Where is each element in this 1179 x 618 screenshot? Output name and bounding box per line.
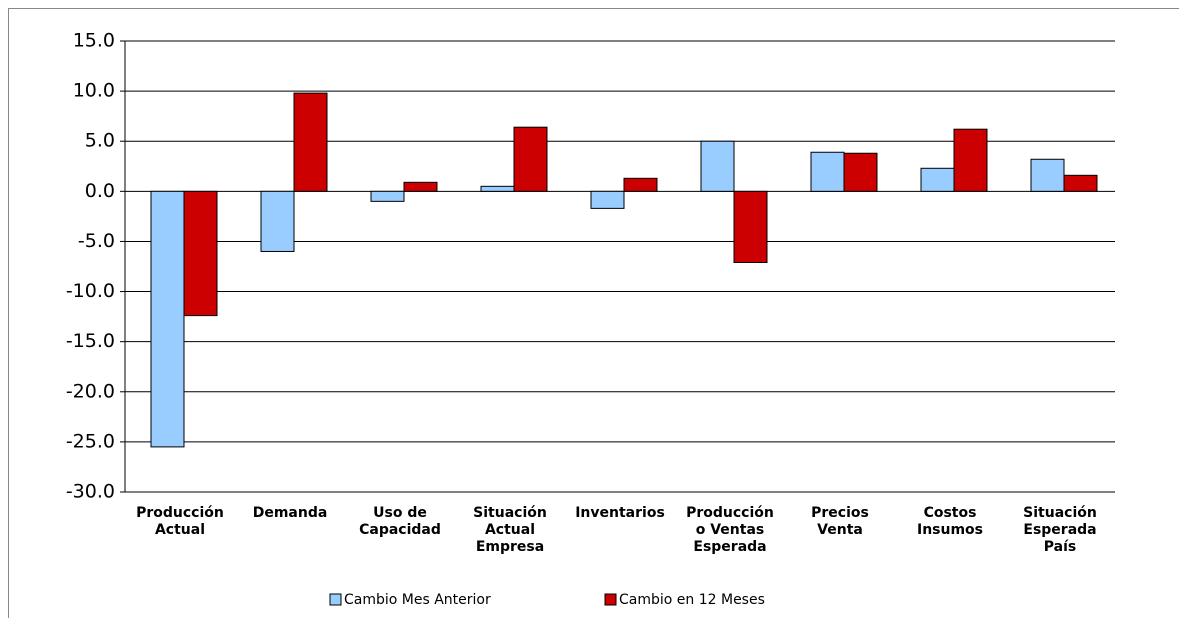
bar: [590, 190, 625, 209]
bar: [733, 190, 768, 263]
bar: [810, 151, 845, 192]
bar: [370, 190, 405, 202]
bar: [403, 181, 438, 192]
y-tick-label: -5.0: [78, 230, 115, 252]
x-tick-label: Demanda: [252, 505, 328, 521]
legend-swatch: [604, 593, 617, 606]
bar: [183, 190, 218, 317]
y-tick-label: 10.0: [73, 80, 115, 102]
x-tick-label: Uso de Capacidad: [359, 505, 441, 538]
bar: [260, 190, 295, 252]
bar: [843, 152, 878, 192]
bar: [920, 167, 955, 192]
bar: [623, 177, 658, 192]
bar: [1030, 158, 1065, 192]
bar: [480, 185, 515, 192]
legend-label: Cambio en 12 Meses: [619, 592, 765, 608]
x-tick-label: Precios Venta: [811, 505, 869, 538]
bar: [953, 128, 988, 192]
legend-label: Cambio Mes Anterior: [344, 592, 491, 608]
chart-frame: [8, 8, 1179, 618]
bar: [150, 190, 185, 448]
legend-swatch: [329, 593, 342, 606]
y-tick-label: -10.0: [66, 280, 115, 302]
y-tick-label: -30.0: [66, 481, 115, 503]
x-tick-label: Costos Insumos: [916, 505, 983, 538]
x-tick-label: Situación Actual Empresa: [473, 505, 547, 555]
x-tick-label: Producción o Ventas Esperada: [686, 505, 774, 555]
bar: [1063, 174, 1098, 192]
bar: [293, 92, 328, 192]
bar: [513, 126, 548, 192]
y-tick-label: -20.0: [66, 380, 115, 402]
x-tick-label: Inventarios: [575, 505, 665, 521]
y-tick-label: 15.0: [73, 30, 115, 52]
x-tick-label: Situación Esperada País: [1023, 505, 1097, 555]
bar: [700, 140, 735, 192]
y-tick-label: 0.0: [85, 180, 115, 202]
y-tick-label: -25.0: [66, 430, 115, 452]
x-tick-label: Producción Actual: [136, 505, 224, 538]
y-tick-label: -15.0: [66, 330, 115, 352]
y-tick-label: 5.0: [85, 130, 115, 152]
